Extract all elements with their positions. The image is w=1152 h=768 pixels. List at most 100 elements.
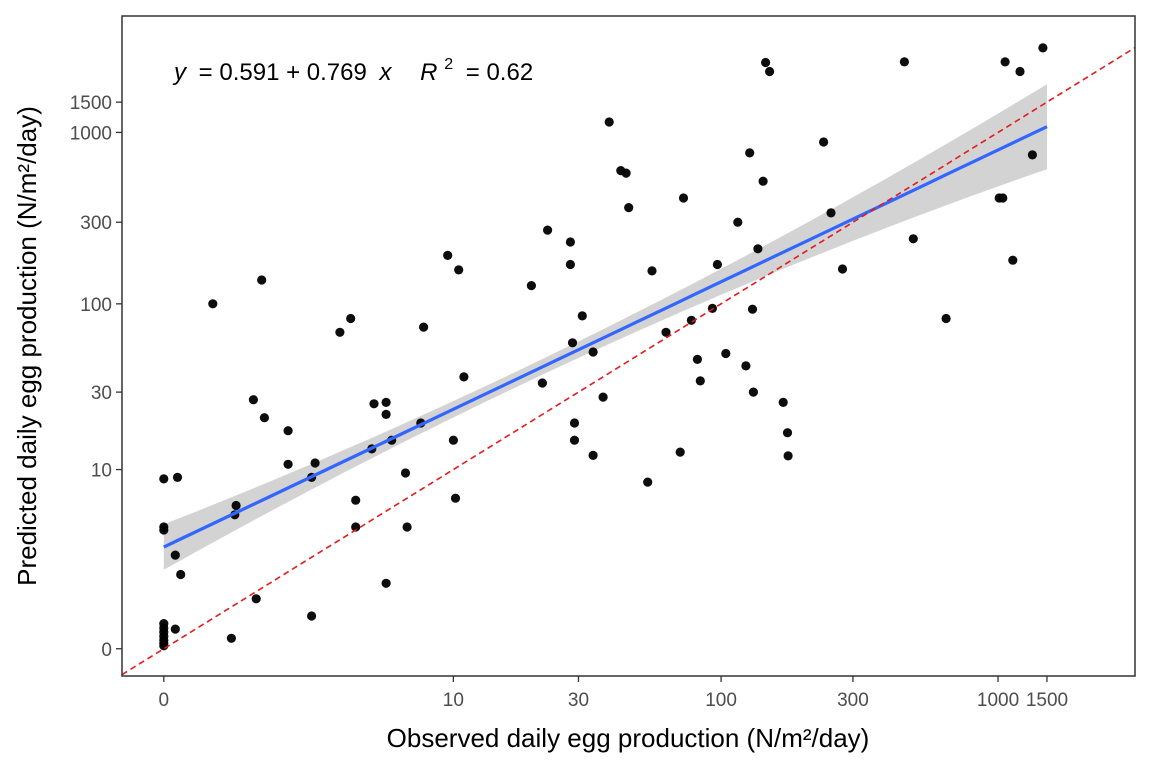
data-point (381, 409, 391, 419)
data-point (604, 117, 614, 127)
r-squared-symbol: R (420, 59, 437, 86)
y-axis-title: Predicted daily egg production (N/m²/day… (12, 106, 42, 586)
data-point (783, 451, 793, 461)
data-point (748, 387, 759, 397)
data-point (248, 395, 258, 405)
data-point (526, 281, 537, 291)
data-point (307, 611, 317, 621)
data-point (159, 619, 169, 629)
x-tick-label: 100 (705, 690, 737, 711)
data-point (686, 315, 697, 325)
data-point (351, 522, 361, 532)
plot-panel-border (121, 15, 1136, 677)
data-point (695, 376, 705, 386)
x-tick-label: 30 (568, 690, 589, 711)
confidence-band-group (163, 84, 1048, 570)
data-point (675, 447, 685, 457)
x-tick-label: 0 (159, 690, 170, 711)
equation-var: x (379, 59, 393, 86)
data-point (402, 522, 412, 532)
x-tick-label: 300 (837, 690, 869, 711)
data-point (778, 397, 788, 407)
data-point (692, 354, 703, 364)
data-point (448, 435, 458, 445)
x-axis-title: Observed daily egg production (N/m²/day) (387, 723, 870, 753)
data-point (837, 264, 848, 274)
x-tick-label: 10 (443, 690, 464, 711)
data-point (765, 66, 775, 77)
data-point (753, 244, 763, 254)
data-point (1015, 66, 1025, 77)
data-point (172, 472, 183, 482)
data-point (647, 266, 657, 276)
data-point (565, 237, 576, 247)
data-point (443, 250, 453, 260)
data-point (400, 468, 411, 478)
data-point (208, 299, 218, 309)
data-point (1008, 255, 1018, 265)
y-tick-label: 0 (101, 640, 112, 661)
data-point (351, 495, 361, 505)
data-point (782, 428, 793, 438)
data-point (1000, 57, 1010, 67)
data-point (543, 225, 553, 235)
data-point (826, 208, 836, 218)
data-point (346, 313, 356, 324)
data-point (1038, 43, 1048, 53)
data-point (251, 594, 261, 604)
data-point (747, 304, 758, 314)
y-tick-label: 10 (91, 461, 112, 482)
data-point (588, 450, 598, 460)
data-point (565, 259, 576, 270)
data-point (758, 176, 768, 186)
data-point (170, 624, 180, 634)
data-point (283, 426, 293, 436)
data-point (569, 435, 580, 445)
data-point (159, 474, 169, 484)
data-point (621, 168, 631, 178)
data-point (741, 361, 751, 371)
x-tick-label: 1000 (977, 690, 1019, 711)
data-point (712, 259, 723, 270)
r-squared-value: = 0.62 (466, 59, 533, 86)
data-point (678, 193, 689, 203)
data-point (721, 348, 731, 359)
data-point (259, 413, 269, 423)
identity-reference-line (122, 46, 1135, 676)
y-tick-label: 300 (80, 213, 112, 234)
y-tick-label: 1000 (70, 123, 112, 144)
data-point (159, 522, 169, 532)
data-point (459, 372, 469, 382)
data-point (761, 57, 771, 68)
data-point (1027, 150, 1037, 160)
regression-line (163, 125, 1048, 549)
data-point (598, 392, 608, 402)
data-point (381, 578, 391, 588)
data-point (661, 327, 671, 337)
equation-lhs: y (172, 59, 188, 86)
x-tick-label: 1500 (1026, 690, 1068, 711)
data-point (257, 275, 267, 285)
data-point (369, 399, 379, 409)
y-axis: 0 10 30 100 300 1000 1500 (70, 93, 122, 661)
y-tick-label: 100 (80, 295, 112, 316)
confidence-band (163, 84, 1048, 570)
data-point (537, 378, 548, 388)
points-group (159, 43, 1048, 651)
data-point (170, 550, 180, 560)
r-squared-exponent: 2 (444, 56, 453, 73)
data-point (745, 148, 755, 158)
data-point (450, 493, 461, 503)
y-tick-label: 1500 (70, 93, 112, 114)
equation-label: y = 0.591 + 0.769 x R 2 = 0.62 (172, 48, 533, 86)
data-point (577, 311, 587, 321)
data-point (733, 217, 743, 227)
data-point (941, 313, 951, 324)
data-point (588, 347, 598, 357)
data-point (899, 57, 910, 67)
data-point (908, 234, 918, 244)
x-axis: 0 10 30 100 300 1000 1500 (159, 676, 1068, 711)
data-point (454, 265, 464, 275)
